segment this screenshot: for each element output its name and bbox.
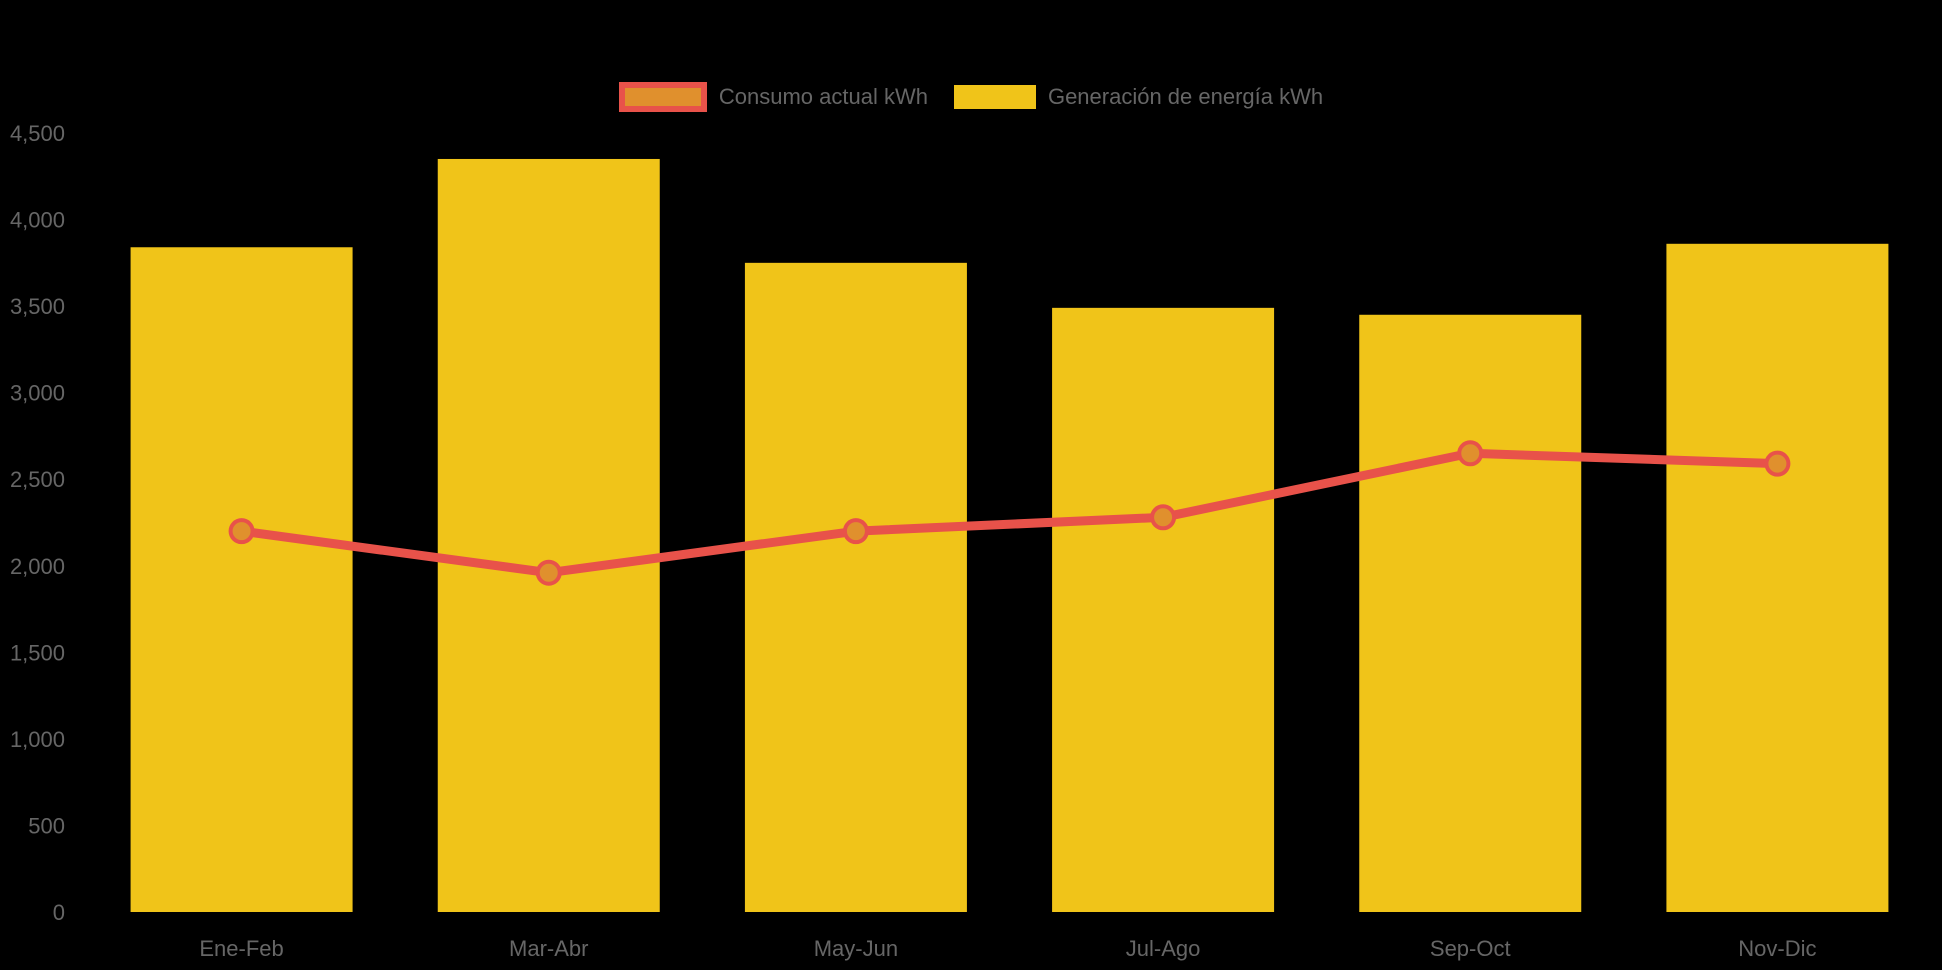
y-axis-tick-label: 2,000 (10, 554, 65, 579)
x-axis-label-jul-ago: Jul-Ago (1126, 936, 1201, 961)
consumo-swatch-icon (618, 82, 707, 112)
bar-may-jun[interactable] (744, 262, 967, 912)
x-axis-label-sep-oct: Sep-Oct (1430, 936, 1511, 961)
y-axis-tick-label: 0 (53, 900, 65, 925)
line-point-mar-abr[interactable] (535, 559, 562, 586)
bar-ene-feb[interactable] (130, 247, 353, 913)
bar-nov-dic[interactable] (1666, 243, 1889, 912)
bar-jul-ago[interactable] (1052, 307, 1275, 912)
bar-mar-abr[interactable] (437, 158, 660, 912)
y-axis-tick-label: 3,000 (10, 381, 65, 406)
y-axis-tick-label: 500 (28, 813, 65, 838)
legend-label-generacion: Generación de energía kWh (1047, 84, 1324, 109)
line-point-sep-oct[interactable] (1457, 440, 1484, 467)
x-axis-label-ene-feb: Ene-Feb (199, 936, 283, 961)
consumption-line (237, 448, 1782, 578)
y-axis-tick-label: 3,500 (10, 294, 65, 319)
legend-item-generacion[interactable]: Generación de energía kWh (953, 84, 1324, 109)
bar-sep-oct[interactable] (1359, 314, 1582, 912)
line-point-jul-ago[interactable] (1150, 504, 1177, 531)
y-axis-tick-label: 4,000 (10, 208, 65, 233)
y-axis-tick-label: 4,500 (10, 121, 65, 146)
y-axis-tick-label: 1,000 (10, 727, 65, 752)
y-axis-tick-label: 2,500 (10, 467, 65, 492)
line-point-may-jun[interactable] (842, 518, 869, 545)
y-axis-tick-label: 1,500 (10, 640, 65, 665)
x-axis-label-may-jun: May-Jun (814, 936, 898, 961)
chart-legend: Consumo actual kWh Generación de energía… (0, 82, 1942, 112)
x-axis-label-mar-abr: Mar-Abr (509, 936, 588, 961)
line-point-nov-dic[interactable] (1764, 450, 1791, 477)
legend-item-consumo[interactable]: Consumo actual kWh (618, 82, 928, 112)
x-axis-label-nov-dic: Nov-Dic (1738, 936, 1816, 961)
generacion-swatch-icon (953, 85, 1036, 109)
legend-label-consumo: Consumo actual kWh (718, 84, 928, 109)
line-point-ene-feb[interactable] (228, 518, 255, 545)
